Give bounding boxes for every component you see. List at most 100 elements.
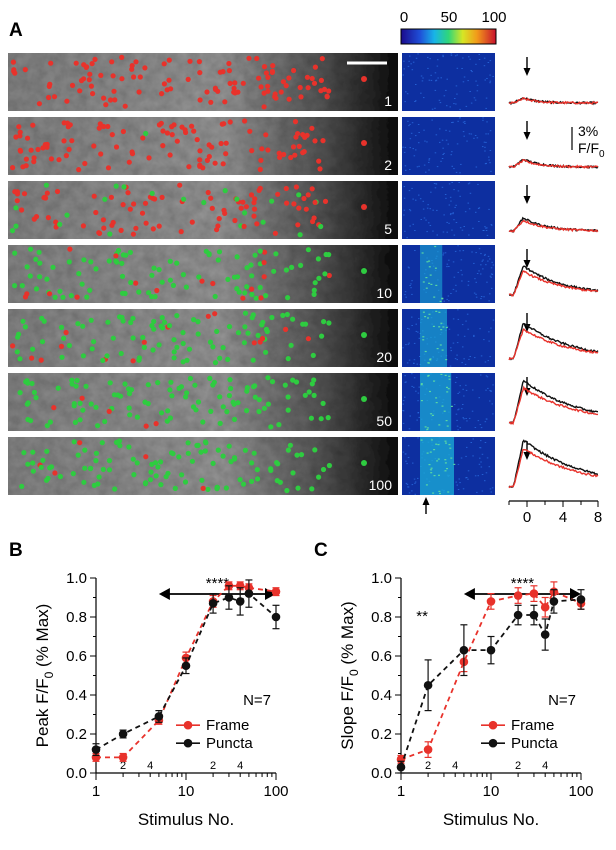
kymograph-noise [463,76,466,78]
bouton-dot-responsive [25,380,31,386]
kymograph-noise [446,221,448,223]
kymograph-noise [403,214,405,216]
bouton-dot-unresponsive [291,67,297,74]
bouton-dot-responsive [249,460,255,466]
kymograph-noise [408,125,410,127]
kymograph-noise [457,489,460,490]
kymograph-noise [404,230,406,232]
kymograph-noise [443,300,445,302]
kymograph-noise [415,100,417,102]
bouton-dot-responsive [161,319,168,325]
kymograph-noise [439,141,441,143]
kymograph-noise [429,208,431,210]
bouton-dot-responsive [277,479,283,485]
kymograph-noise [411,316,413,318]
bouton-dot-responsive [80,323,86,329]
kymograph-noise [448,183,451,185]
kymograph-background [402,53,495,111]
kymograph-noise [402,400,405,402]
kymograph-noise [491,274,494,275]
bouton-dot-unresponsive [18,148,24,154]
kymograph-noise [411,325,413,326]
kymograph-noise [404,437,406,439]
bouton-dot-unresponsive [258,157,264,163]
kymograph-noise [474,135,477,136]
kymograph-noise [448,259,450,261]
kymograph-noise [483,65,486,67]
kymograph-noise [446,298,448,300]
bouton-dot-unresponsive [197,97,203,103]
bouton-dot-responsive [142,399,148,405]
bouton-dot-responsive [39,339,46,345]
kymograph-noise [417,392,420,394]
bouton-dot-unresponsive [140,135,146,141]
bouton-dot-responsive [128,279,134,286]
bouton-dot-responsive [294,452,300,458]
bouton-dot-unresponsive [261,90,267,96]
bouton-dot-responsive [167,277,173,283]
kymograph-noise [436,166,439,168]
bouton-dot-unresponsive [222,99,228,105]
bouton-dot-unresponsive [259,146,265,152]
bouton-dot-unresponsive [258,295,264,301]
kymograph-noise [418,318,420,320]
bouton-dot-responsive [190,404,197,410]
bouton-dot-unresponsive [305,85,311,91]
kymograph-noise [402,403,404,405]
bouton-dot-responsive [77,400,83,406]
bouton-dot-unresponsive [206,153,212,160]
kymograph-noise [435,80,437,82]
image-row: 1 [8,53,599,111]
trace-frame [508,385,598,426]
bouton-dot-responsive [242,324,248,330]
kymograph-noise [480,296,483,297]
kymograph-noise [402,347,404,349]
kymograph-noise [418,132,420,133]
y-tick-label: 0.8 [371,609,392,626]
kymograph-noise [409,55,411,57]
kymograph-noise [475,211,477,213]
kymograph-noise [448,204,451,206]
bouton-dot-responsive [75,321,81,327]
bouton-dot-responsive [228,385,234,392]
bouton-dot-responsive [127,412,133,418]
kymograph-noise [485,162,487,164]
bouton-dot-unresponsive [77,440,83,446]
bouton-dot-unresponsive [146,155,152,161]
kymograph-noise [481,453,484,455]
kymograph-noise [455,85,458,87]
kymograph-noise [404,165,407,167]
kymograph-noise [465,389,468,391]
bouton-dot-unresponsive [109,59,115,65]
panel-label-c: C [314,540,328,561]
kymograph-noise [427,56,429,58]
bouton-dot-responsive [180,340,186,347]
stimulus-count-label: 20 [376,349,392,365]
kymograph-noise [463,358,465,360]
bouton-dot-responsive [231,416,238,422]
bouton-dot-responsive [30,468,36,474]
bouton-dot-unresponsive [238,205,244,211]
kymograph-noise [420,219,422,220]
bouton-dot-unresponsive [89,61,95,67]
bouton-dot-responsive [174,344,180,350]
bouton-dot-responsive [285,356,291,362]
kymograph-noise [456,484,458,486]
kymograph-noise [486,376,489,378]
kymograph-noise [458,391,461,393]
kymograph-noise [488,340,490,342]
kymograph-noise [450,200,452,202]
kymograph-noise [450,213,452,214]
kymograph-noise [483,296,485,298]
kymograph-noise [480,461,482,463]
kymograph-noise [457,190,460,192]
y-tick-label: 1.0 [371,570,392,587]
kymograph-noise [451,229,453,231]
kymograph-noise [451,182,453,183]
bouton-dot-responsive [151,326,157,332]
bouton-dot-responsive [325,415,331,421]
kymograph-noise [488,156,490,158]
kymograph-response-speck [434,267,437,269]
bouton-dot-responsive [251,384,257,390]
bouton-dot-unresponsive [130,358,136,364]
